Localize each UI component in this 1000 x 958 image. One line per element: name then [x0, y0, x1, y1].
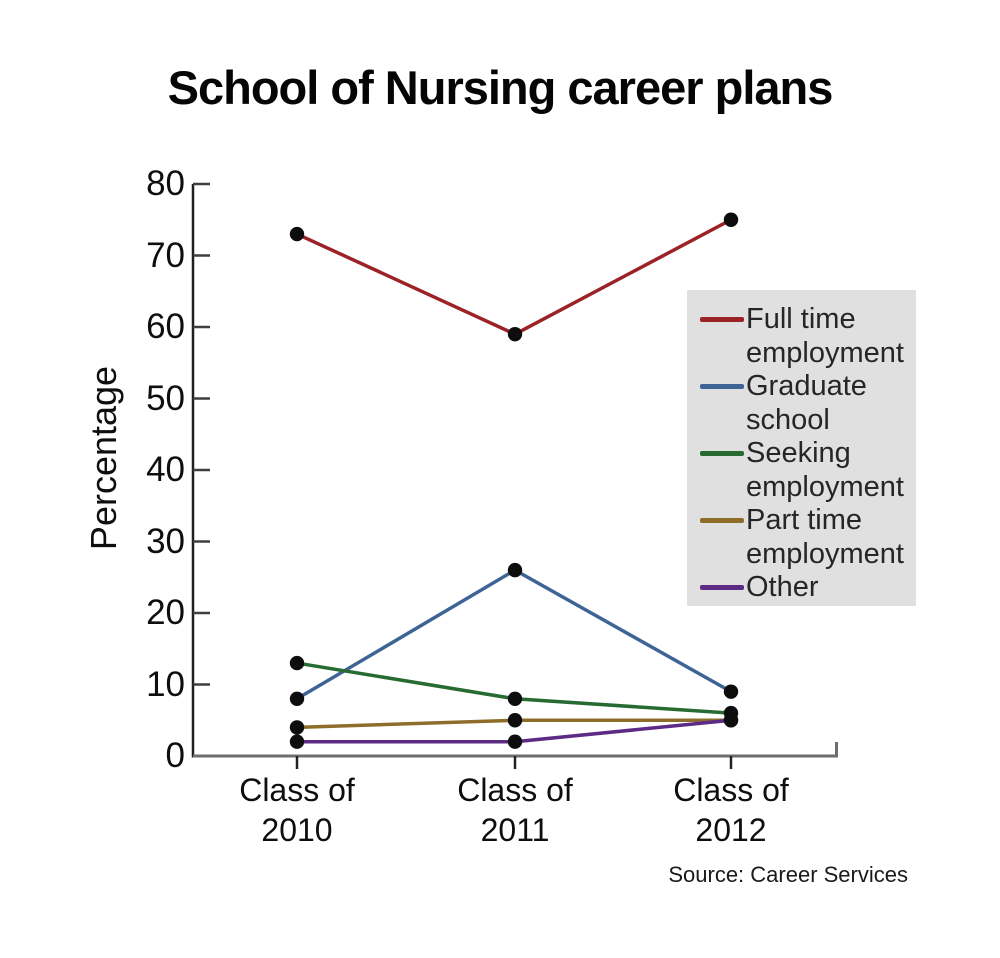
legend-item-other: Other [700, 571, 916, 605]
data-point-part-time-employment [507, 713, 523, 728]
legend-label-line: Graduate [746, 370, 867, 402]
data-point-graduate-school [723, 684, 739, 699]
legend: Full time employment Graduate school Seeking… [687, 290, 916, 606]
legend-label-line: Part time [746, 504, 863, 536]
series-line-graduate-school [296, 568, 732, 701]
data-point-full-time-employment [507, 326, 523, 342]
legend-label-line: employment [746, 470, 904, 503]
legend-swatch-part-time-employment [700, 518, 744, 523]
legend-label: Other [744, 571, 819, 605]
data-point-other [723, 713, 739, 728]
legend-item-seeking-employment: Seeking employment [700, 437, 916, 504]
legend-label-line: school [746, 403, 830, 436]
legend-swatch-other [700, 585, 744, 590]
source-credit: Source: Career Services [668, 862, 908, 887]
legend-swatch-seeking-employment [700, 451, 744, 456]
legend-label: Part time employment [744, 504, 904, 571]
data-point-graduate-school [507, 562, 523, 578]
data-point-other [507, 734, 523, 749]
legend-label: Full time employment [744, 303, 904, 370]
legend-label-line: Other [746, 571, 819, 603]
data-point-full-time-employment [289, 226, 305, 242]
legend-label-line: employment [746, 537, 904, 570]
legend-label: Graduate school [744, 370, 867, 437]
data-point-full-time-employment [723, 212, 739, 227]
series-line-full-time-employment [296, 218, 732, 336]
legend-item-part-time-employment: Part time employment [700, 504, 916, 571]
data-point-part-time-employment [289, 720, 305, 735]
data-point-graduate-school [289, 691, 305, 706]
data-point-other [289, 734, 305, 749]
legend-label-line: employment [746, 336, 904, 369]
y-axis-label: Percentage [83, 365, 124, 551]
legend-swatch-graduate-school [700, 384, 744, 389]
data-point-seeking-employment [507, 691, 523, 706]
legend-label: Seeking employment [744, 437, 904, 504]
legend-item-graduate-school: Graduate school [700, 370, 916, 437]
chart-title: School of Nursing career plans [167, 61, 834, 114]
legend-label-line: Seeking [746, 437, 851, 469]
legend-swatch-full-time-employment [700, 317, 744, 322]
legend-item-full-time-employment: Full time employment [700, 303, 916, 370]
data-point-seeking-employment [289, 655, 305, 671]
legend-label-line: Full time [746, 303, 856, 335]
